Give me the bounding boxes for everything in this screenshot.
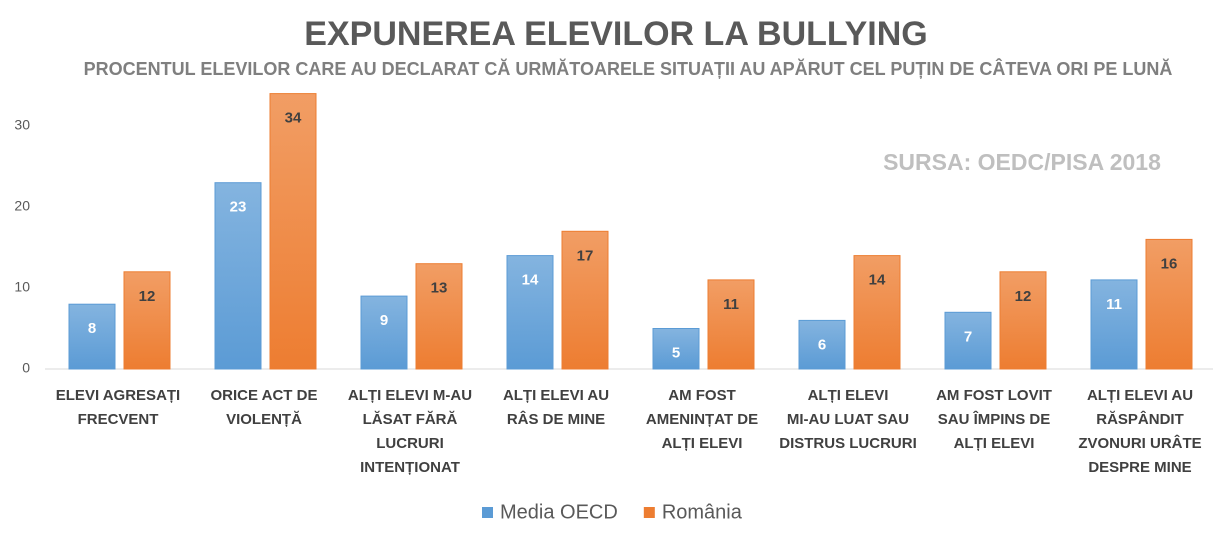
bar (415, 263, 463, 370)
bar (1090, 279, 1138, 370)
bar (360, 295, 408, 370)
x-tick-label: ALȚI ELEVI AU RĂSPÂNDIT ZVONURI URÂTE DESPR… (1078, 387, 1201, 476)
bar (68, 303, 116, 370)
chart-subtitle: PROCENTUL ELEVILOR CARE AU DECLARAT CĂ U… (84, 58, 1173, 79)
y-tick-label: 10 (14, 279, 30, 295)
x-tick-label: ORICE ACT DE VIOLENȚĂ (211, 387, 318, 428)
source-note: SURSA: OEDC/PISA 2018 (883, 149, 1161, 175)
value-label: 5 (672, 344, 680, 361)
bar (561, 230, 609, 370)
value-label: 14 (522, 272, 539, 289)
bar (269, 93, 317, 370)
bar (707, 279, 755, 370)
x-tick-label: ALȚI ELEVI AU RÂS DE MINE (503, 387, 609, 428)
value-label: 7 (964, 328, 972, 345)
legend-swatch (482, 507, 493, 518)
y-tick-label: 30 (14, 117, 30, 133)
bar (999, 271, 1047, 370)
legend-label: Media OECD (500, 501, 618, 523)
bar (944, 311, 992, 370)
value-label: 12 (139, 288, 156, 305)
bar (853, 255, 901, 370)
x-tick-label: ELEVI AGRESAȚI FRECVENT (56, 387, 180, 428)
value-label: 11 (1106, 296, 1122, 313)
value-label: 17 (577, 247, 594, 264)
legend-swatch (643, 507, 655, 518)
bar (123, 271, 171, 370)
value-label: 11 (723, 296, 739, 313)
value-label: 13 (431, 280, 448, 297)
value-label: 6 (818, 336, 826, 353)
bar (798, 319, 846, 370)
value-label: 14 (869, 272, 886, 289)
value-label: 34 (285, 110, 302, 127)
value-label: 23 (230, 199, 247, 216)
bar (506, 255, 554, 370)
x-tick-label: AM FOST AMENINȚAT DE ALȚI ELEVI (646, 387, 758, 452)
chart-title: EXPUNEREA ELEVILOR LA BULLYING (304, 15, 927, 53)
x-tick-label: ALȚI ELEVI M-AU LĂSAT FĂRĂ LUCRURI INTENȚIO… (348, 387, 472, 476)
x-tick-label: ALȚI ELEVI MI-AU LUAT SAU DISTRUS LUCRURI (779, 387, 917, 452)
y-tick-label: 20 (14, 198, 30, 214)
value-label: 16 (1161, 255, 1178, 272)
bar (1145, 238, 1193, 370)
value-label: 8 (88, 320, 96, 337)
bar (652, 328, 700, 370)
x-tick-label: AM FOST LOVIT SAU ÎMPINS DE ALȚI ELEVI (936, 387, 1052, 452)
legend-label: România (662, 501, 743, 523)
y-tick-label: 0 (22, 360, 30, 376)
bar (214, 182, 262, 370)
value-label: 12 (1015, 288, 1032, 305)
value-label: 9 (380, 312, 388, 329)
